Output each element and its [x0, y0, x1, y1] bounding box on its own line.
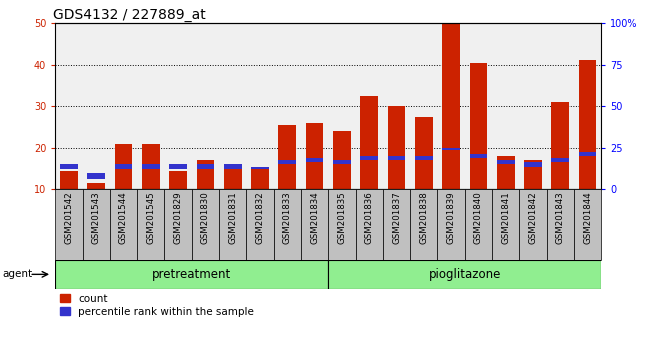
Bar [497, 156, 515, 189]
Bar [251, 166, 269, 189]
Bar [55, 260, 328, 289]
Text: GSM201844: GSM201844 [583, 192, 592, 244]
Bar [469, 154, 488, 158]
Bar [328, 189, 356, 260]
Bar [383, 189, 410, 260]
Bar [328, 260, 601, 289]
Text: GSM201837: GSM201837 [392, 192, 401, 244]
Bar [333, 160, 351, 164]
Bar [196, 164, 214, 169]
Bar [55, 189, 83, 260]
Text: GSM201843: GSM201843 [556, 192, 565, 244]
Text: GSM201836: GSM201836 [365, 192, 374, 244]
Text: agent: agent [2, 269, 32, 279]
Bar [551, 102, 569, 189]
Bar [169, 171, 187, 189]
Bar [578, 152, 597, 156]
Text: GSM201841: GSM201841 [501, 192, 510, 244]
Text: GSM201830: GSM201830 [201, 192, 210, 244]
Bar [415, 116, 433, 189]
Bar [224, 164, 242, 169]
Bar [415, 156, 433, 160]
Bar [60, 171, 78, 189]
Bar [574, 189, 601, 260]
Bar [442, 23, 460, 189]
Bar [164, 189, 192, 260]
Bar [306, 158, 324, 162]
Bar [410, 189, 437, 260]
Text: GSM201839: GSM201839 [447, 192, 456, 244]
Bar [360, 156, 378, 160]
Text: pretreatment: pretreatment [152, 268, 231, 281]
Bar [60, 164, 78, 169]
Bar [169, 164, 187, 169]
Bar [524, 162, 542, 166]
Bar [524, 160, 542, 189]
Bar [114, 144, 133, 189]
Bar [387, 106, 406, 189]
Bar [110, 189, 137, 260]
Bar [137, 189, 164, 260]
Bar [278, 125, 296, 189]
Bar [497, 160, 515, 164]
Text: GSM201842: GSM201842 [528, 192, 538, 244]
Text: GSM201829: GSM201829 [174, 192, 183, 244]
Bar [578, 61, 597, 189]
Bar [114, 164, 133, 169]
Bar [219, 189, 246, 260]
Bar [192, 189, 219, 260]
Text: pioglitazone: pioglitazone [428, 268, 501, 281]
Text: GSM201542: GSM201542 [64, 192, 73, 244]
Bar [387, 156, 406, 160]
Text: GDS4132 / 227889_at: GDS4132 / 227889_at [53, 8, 205, 22]
Text: GSM201834: GSM201834 [310, 192, 319, 244]
Bar [465, 189, 492, 260]
Text: GSM201543: GSM201543 [92, 192, 101, 244]
Bar [333, 131, 351, 189]
Text: GSM201835: GSM201835 [337, 192, 346, 244]
Text: GSM201831: GSM201831 [228, 192, 237, 244]
Bar [224, 166, 242, 189]
Bar [87, 183, 105, 189]
Bar [301, 189, 328, 260]
Text: GSM201544: GSM201544 [119, 192, 128, 244]
Text: GSM201832: GSM201832 [255, 192, 265, 244]
Bar [306, 123, 324, 189]
Bar [360, 96, 378, 189]
Text: GSM201545: GSM201545 [146, 192, 155, 244]
Bar [274, 189, 301, 260]
Bar [442, 148, 460, 150]
Bar [142, 164, 160, 169]
Text: GSM201840: GSM201840 [474, 192, 483, 244]
Bar [83, 189, 110, 260]
Text: GSM201833: GSM201833 [283, 192, 292, 244]
Bar [469, 63, 488, 189]
Bar [142, 144, 160, 189]
Bar [547, 189, 574, 260]
Bar [551, 158, 569, 162]
Bar [437, 189, 465, 260]
Bar [356, 189, 383, 260]
Bar [519, 189, 547, 260]
Legend: count, percentile rank within the sample: count, percentile rank within the sample [60, 294, 254, 317]
Bar [246, 189, 274, 260]
Bar [251, 167, 269, 169]
Text: GSM201838: GSM201838 [419, 192, 428, 244]
Bar [196, 160, 214, 189]
Bar [492, 189, 519, 260]
Bar [278, 160, 296, 164]
Bar [87, 173, 105, 179]
